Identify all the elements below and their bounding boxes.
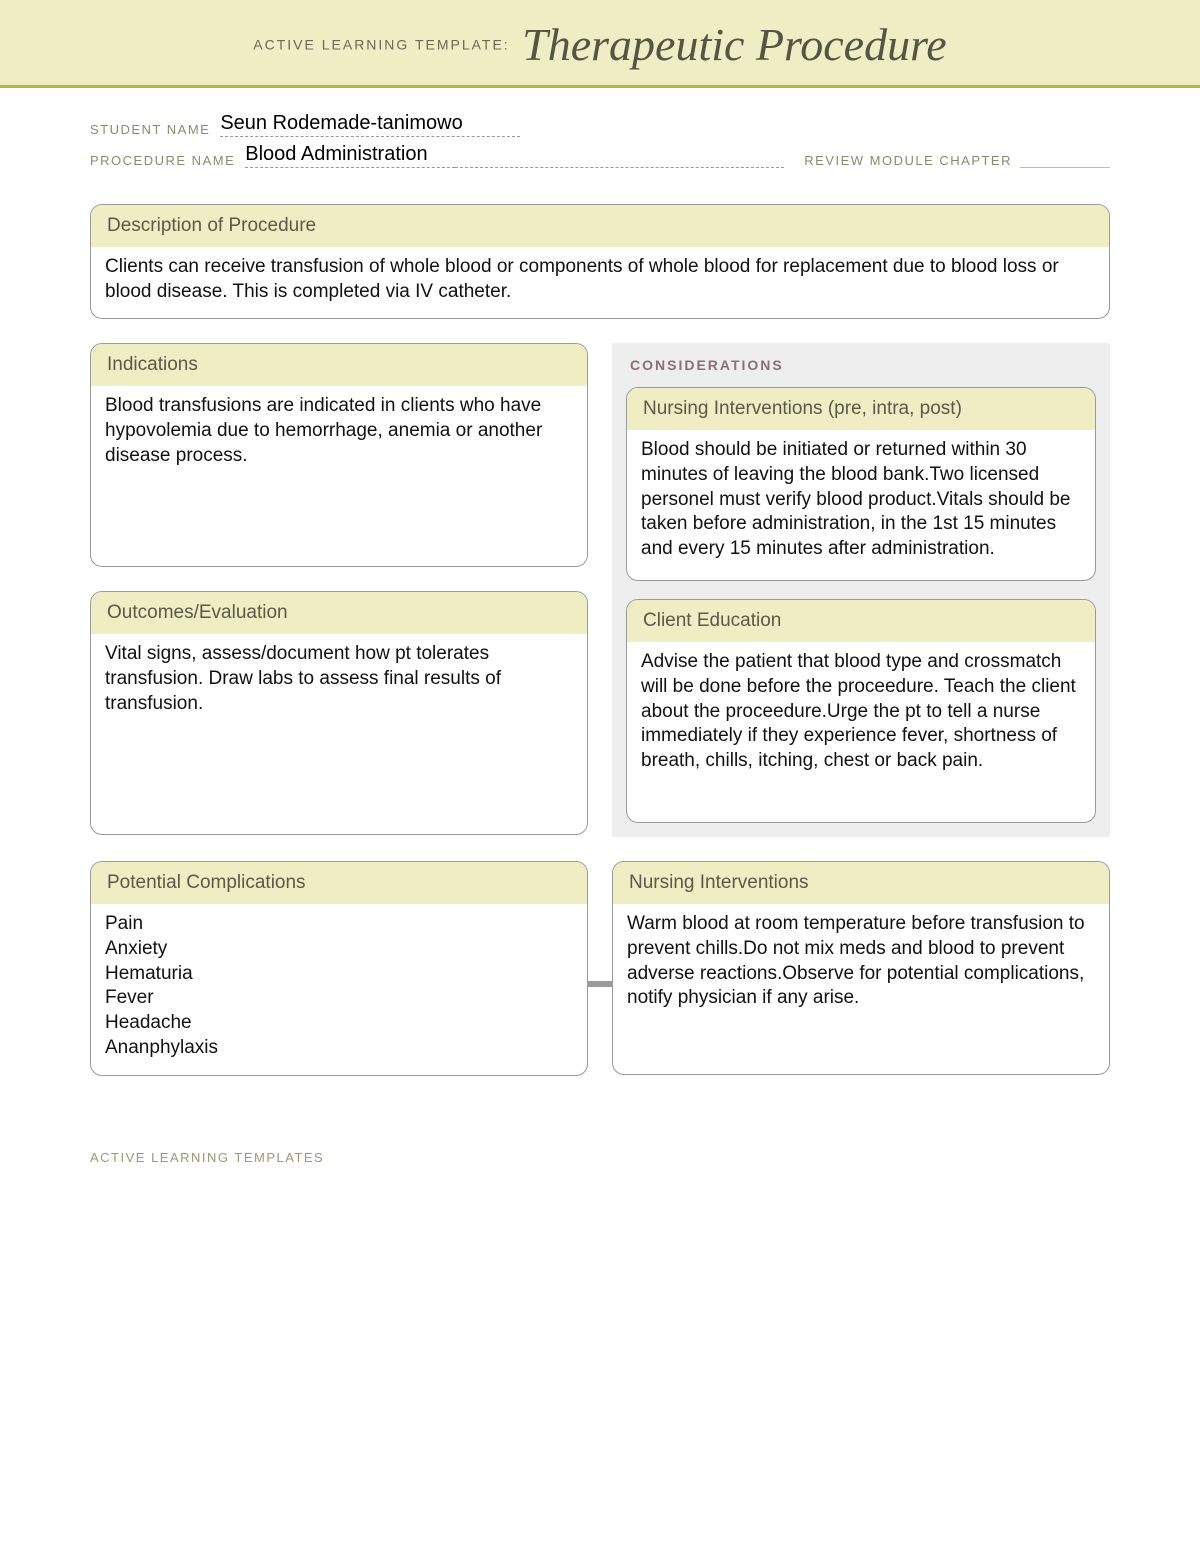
complications-header: Potential Complications <box>91 862 587 904</box>
indications-box: Indications Blood transfusions are indic… <box>90 343 588 567</box>
procedure-name-value: Blood Administration <box>245 143 455 168</box>
left-column: Indications Blood transfusions are indic… <box>90 343 588 861</box>
review-chapter-blank <box>1020 167 1110 168</box>
nursing-pre-box: Nursing Interventions (pre, intra, post)… <box>626 387 1096 581</box>
considerations-label: CONSIDERATIONS <box>626 343 1096 387</box>
header-band: ACTIVE LEARNING TEMPLATE: Therapeutic Pr… <box>0 0 1200 88</box>
bottom-columns: Potential Complications Pain Anxiety Hem… <box>90 861 1110 1099</box>
complication-item: Ananphylaxis <box>105 1036 573 1061</box>
complication-item: Hematuria <box>105 962 573 987</box>
complication-item: Pain <box>105 912 573 937</box>
indications-body: Blood transfusions are indicated in clie… <box>91 386 587 566</box>
outcomes-header: Outcomes/Evaluation <box>91 592 587 634</box>
student-name-label: STUDENT NAME <box>90 122 210 137</box>
header-prefix: ACTIVE LEARNING TEMPLATE: <box>253 37 509 53</box>
considerations-section: CONSIDERATIONS Nursing Interventions (pr… <box>612 343 1110 837</box>
right-column: CONSIDERATIONS Nursing Interventions (pr… <box>612 343 1110 861</box>
nursing-int-header: Nursing Interventions <box>613 862 1109 904</box>
procedure-blank-line <box>455 167 784 168</box>
complications-box: Potential Complications Pain Anxiety Hem… <box>90 861 588 1075</box>
bottom-right-column: Nursing Interventions Warm blood at room… <box>612 861 1110 1099</box>
client-ed-body: Advise the patient that blood type and c… <box>627 642 1095 822</box>
procedure-name-label: PROCEDURE NAME <box>90 153 235 168</box>
footer-text: ACTIVE LEARNING TEMPLATES <box>0 1120 1200 1185</box>
student-name-row: STUDENT NAME Seun Rodemade-tanimowo <box>90 112 1110 137</box>
complication-item: Anxiety <box>105 937 573 962</box>
nursing-int-body: Warm blood at room temperature before tr… <box>613 904 1109 1074</box>
header-title: Therapeutic Procedure <box>522 19 947 70</box>
nursing-int-box: Nursing Interventions Warm blood at room… <box>612 861 1110 1075</box>
complication-item: Headache <box>105 1011 573 1036</box>
complications-body: Pain Anxiety Hematuria Fever Headache An… <box>91 904 587 1074</box>
procedure-row: PROCEDURE NAME Blood Administration REVI… <box>90 143 1110 168</box>
middle-columns: Indications Blood transfusions are indic… <box>90 343 1110 861</box>
description-box: Description of Procedure Clients can rec… <box>90 204 1110 319</box>
content-area: STUDENT NAME Seun Rodemade-tanimowo PROC… <box>0 88 1200 1120</box>
nursing-pre-body: Blood should be initiated or returned wi… <box>627 430 1095 580</box>
description-header: Description of Procedure <box>91 205 1109 247</box>
outcomes-body: Vital signs, assess/document how pt tole… <box>91 634 587 834</box>
client-ed-header: Client Education <box>627 600 1095 642</box>
indications-header: Indications <box>91 344 587 386</box>
bottom-left-column: Potential Complications Pain Anxiety Hem… <box>90 861 588 1099</box>
outcomes-box: Outcomes/Evaluation Vital signs, assess/… <box>90 591 588 835</box>
review-chapter-label: REVIEW MODULE CHAPTER <box>804 153 1012 168</box>
complication-item: Fever <box>105 986 573 1011</box>
nursing-pre-header: Nursing Interventions (pre, intra, post) <box>627 388 1095 430</box>
student-info: STUDENT NAME Seun Rodemade-tanimowo PROC… <box>90 112 1110 168</box>
description-body: Clients can receive transfusion of whole… <box>91 247 1109 318</box>
client-ed-box: Client Education Advise the patient that… <box>626 599 1096 823</box>
student-name-value: Seun Rodemade-tanimowo <box>220 112 520 137</box>
